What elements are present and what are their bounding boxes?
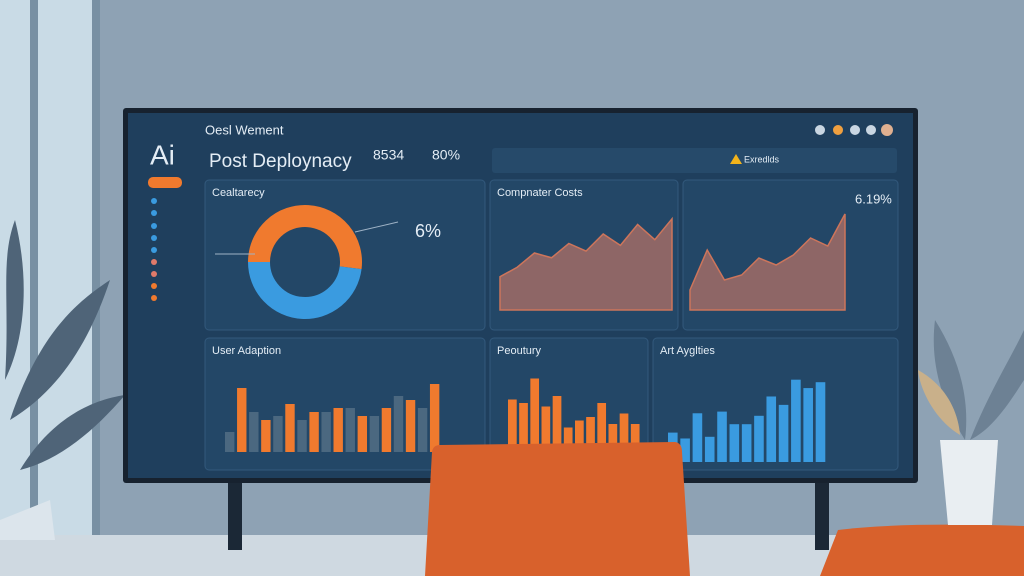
bar <box>766 396 777 462</box>
bar <box>704 436 715 462</box>
toolbar <box>492 148 897 173</box>
pot <box>0 500 55 540</box>
area <box>689 213 846 311</box>
bar <box>417 408 428 452</box>
bar <box>552 396 562 445</box>
bar <box>563 427 573 445</box>
bar <box>586 417 595 445</box>
donut-segment <box>248 205 362 270</box>
alert-label[interactable]: Exredlds <box>744 154 780 164</box>
brand: Ai <box>150 139 175 170</box>
panel-title: Peoutury <box>497 345 542 357</box>
panel-title: Compnater Costs <box>497 187 583 199</box>
plant-right <box>918 320 1024 440</box>
top-icons[interactable] <box>815 124 893 136</box>
bar <box>541 406 551 445</box>
alert-icon <box>730 154 742 164</box>
bar <box>815 382 826 462</box>
bar <box>791 379 801 462</box>
panel-title: Cealtarecy <box>212 187 265 199</box>
bar <box>225 432 235 452</box>
bar <box>285 404 295 452</box>
bar <box>345 408 355 452</box>
sidebar-icons <box>151 198 157 301</box>
window-frame <box>30 0 38 540</box>
bar <box>630 424 640 445</box>
bar <box>619 413 629 445</box>
bar <box>803 388 813 462</box>
window-frame <box>92 0 100 540</box>
panels: Cealtarecy 6% Compnater Costs 6.19% User Ada… <box>204 179 899 471</box>
monitor-stand <box>815 480 829 550</box>
bar <box>393 396 404 452</box>
bar <box>778 404 789 462</box>
bar <box>237 388 247 452</box>
stat: 8534 <box>373 147 404 163</box>
bar <box>405 400 416 452</box>
monitor-stand <box>228 480 242 550</box>
bar <box>333 408 343 452</box>
area <box>499 216 673 311</box>
bar <box>249 412 259 452</box>
plant-left <box>5 220 125 470</box>
bar <box>357 416 368 452</box>
bar <box>754 415 764 462</box>
header-subtitle: Post Deploynacy <box>209 151 352 172</box>
menu-button[interactable] <box>148 177 182 188</box>
bar <box>729 424 740 462</box>
header-title: Oesl Wement <box>205 122 284 137</box>
stat: 80% <box>432 147 460 163</box>
donut-segment <box>248 261 362 319</box>
bar <box>692 413 703 462</box>
panel-title: Art Ayglties <box>660 345 715 357</box>
panel-title: User Adaption <box>212 345 281 357</box>
bar <box>575 420 584 445</box>
bar <box>680 438 690 462</box>
connector <box>354 221 399 233</box>
bar <box>508 399 517 445</box>
bar <box>519 403 528 445</box>
donut-label: 6% <box>415 221 441 241</box>
bar <box>741 424 752 462</box>
bar <box>530 378 540 445</box>
bar <box>429 384 440 452</box>
bar <box>369 416 380 452</box>
area-label: 6.19% <box>855 191 892 206</box>
bar <box>273 416 283 452</box>
bar <box>717 411 727 462</box>
bar <box>608 424 618 445</box>
bar <box>321 412 331 452</box>
bar <box>597 403 607 445</box>
bar <box>309 412 319 452</box>
bar <box>297 420 307 452</box>
vase <box>940 440 998 525</box>
bar <box>261 420 271 452</box>
bar <box>381 408 392 452</box>
chair <box>425 442 1024 576</box>
